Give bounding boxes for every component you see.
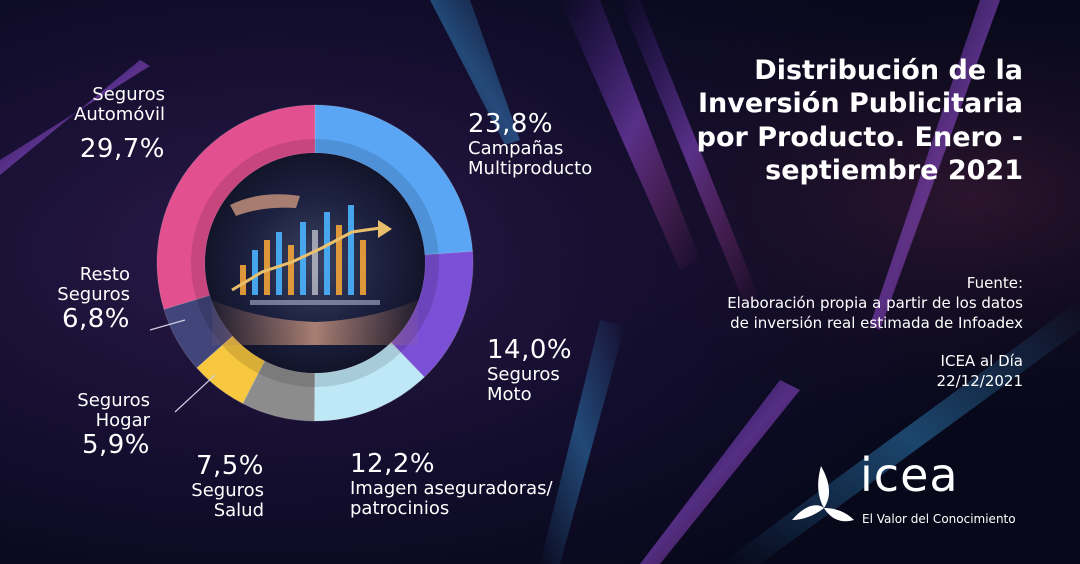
publisher-name: ICEA al Día: [940, 351, 1023, 370]
slice-camp-line2: Multiproducto: [468, 158, 593, 180]
slice-resto-line1: Resto: [79, 264, 130, 285]
donut-slice-shade-salud: [258, 360, 315, 387]
slice-hogar-line2: Hogar: [95, 410, 150, 432]
leader-lines: [149, 319, 216, 413]
slice-label-moto: 14,0% Seguros Moto: [487, 335, 573, 406]
slice-salud-value: 7,5%: [195, 451, 264, 481]
source-block: Fuente: Elaboración propia a partir de l…: [727, 274, 1023, 392]
publish-date: 22/12/2021: [936, 371, 1023, 390]
slice-salud-line1: Seguros: [191, 480, 264, 502]
slice-resto-value: 6,8%: [61, 304, 130, 335]
slice-moto-line2: Moto: [487, 384, 532, 406]
donut-slice-camp: [314, 104, 474, 256]
donut-slice-shade-imagen: [314, 342, 401, 387]
slice-auto-value: 29,7%: [79, 134, 165, 165]
slice-resto-line2: Seguros: [57, 284, 130, 306]
slice-label-resto: Resto Seguros 6,8%: [57, 264, 130, 335]
slice-imagen-value: 12,2%: [350, 449, 436, 479]
slice-hogar-value: 5,9%: [81, 430, 150, 461]
center-photo: [205, 153, 425, 373]
logo-tagline: El Valor del Conocimiento: [862, 512, 1016, 526]
donut-slice-shade-moto: [391, 253, 439, 353]
source-label: Fuente:: [966, 274, 1023, 292]
slice-label-auto: Seguros Automóvil 29,7%: [74, 84, 165, 165]
donut-slice-shade-camp: [315, 139, 439, 255]
slice-salud-line2: Salud: [213, 500, 264, 522]
logo-wordmark: icea: [860, 448, 959, 502]
icea-logo: icea El Valor del Conocimiento: [788, 448, 1038, 532]
source-line2: de inversión real estimada de Infoadex: [730, 313, 1023, 332]
slice-label-salud: 7,5% Seguros Salud: [191, 451, 264, 522]
slice-auto-line2: Automóvil: [74, 104, 165, 126]
slice-moto-value: 14,0%: [487, 335, 573, 365]
slice-moto-line1: Seguros: [487, 364, 560, 386]
slice-label-hogar: Seguros Hogar 5,9%: [77, 390, 150, 461]
slice-label-camp: 23,8% Campañas Multiproducto: [468, 109, 593, 180]
photo-bars: [231, 205, 392, 295]
chart-title: Distribución de la Inversión Publicitari…: [696, 55, 1023, 187]
donut-slice-shade-hogar: [222, 335, 265, 374]
slice-auto-line1: Seguros: [92, 84, 165, 105]
slice-camp-value: 23,8%: [468, 109, 554, 139]
slice-label-imagen: 12,2% Imagen aseguradoras/ patrocinios: [350, 449, 553, 520]
slice-imagen-line2: patrocinios: [350, 498, 450, 520]
donut-slice-shade-auto: [190, 139, 315, 300]
slice-hogar-line1: Seguros: [77, 390, 150, 411]
slice-imagen-line1: Imagen aseguradoras/: [350, 478, 553, 500]
icea-logo-icon: [792, 466, 854, 522]
slice-camp-line1: Campañas: [468, 138, 564, 160]
source-line1: Elaboración propia a partir de los datos: [727, 293, 1023, 312]
